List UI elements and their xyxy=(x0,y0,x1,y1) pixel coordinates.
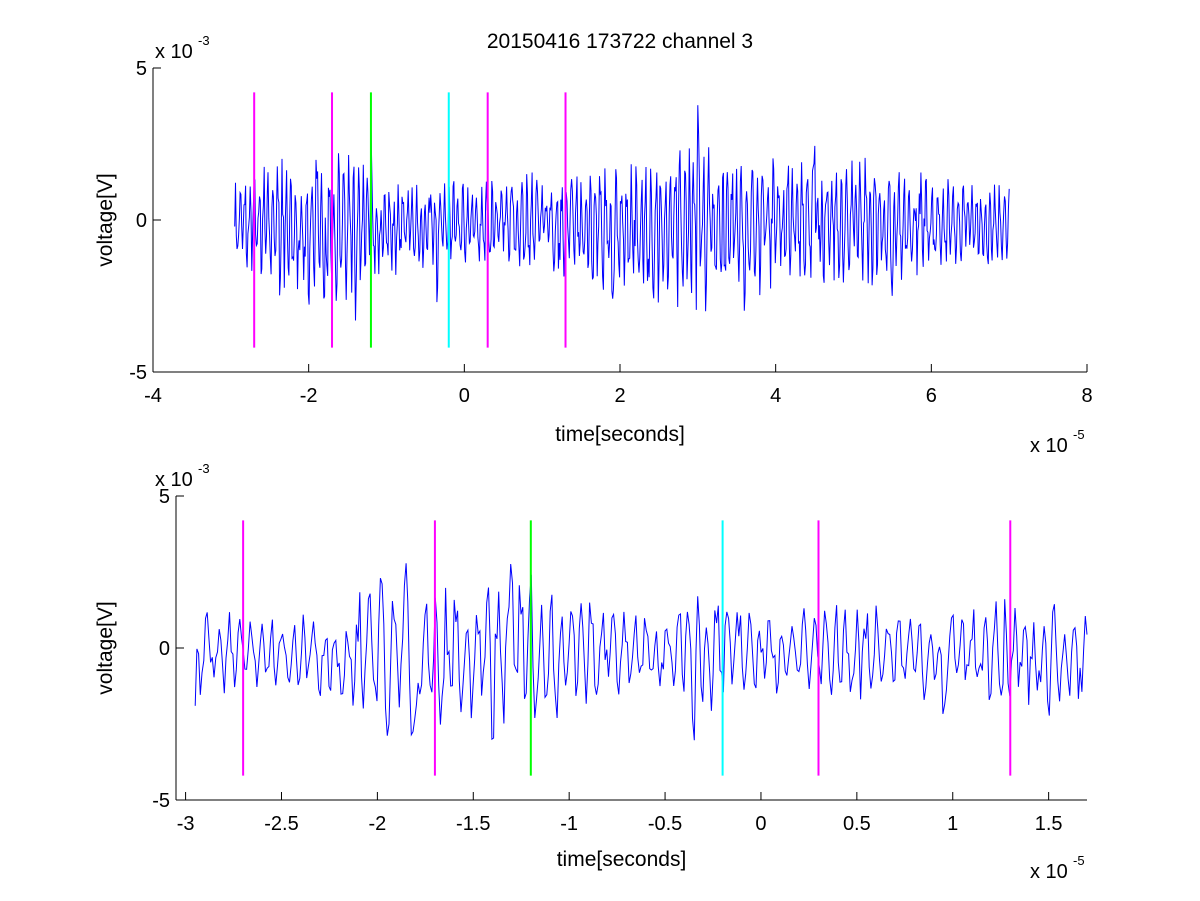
y-tick-label: 0 xyxy=(159,638,170,660)
x-tick-label: 0 xyxy=(755,813,766,835)
x-axis-title: time[seconds] xyxy=(557,848,687,871)
signal-trace xyxy=(234,105,1010,321)
x-tick-label: -2.5 xyxy=(264,813,298,835)
x-tick-label: 0.5 xyxy=(843,813,871,835)
x-tick-label: -3 xyxy=(177,813,195,835)
y-axis-title: voltage[V] xyxy=(94,601,117,694)
x-tick-label: -2 xyxy=(300,385,318,407)
x-tick-label: 4 xyxy=(770,385,781,407)
x-tick-label: 6 xyxy=(926,385,937,407)
x-exponent-label: x 10 xyxy=(1030,435,1068,457)
x-tick-label: 0 xyxy=(459,385,470,407)
figure-title: 20150416 173722 channel 3 xyxy=(487,30,753,53)
y-axis-title: voltage[V] xyxy=(94,173,117,266)
y-tick-label: 5 xyxy=(136,58,147,80)
bottom-axes: -3 -2.5 -2 -1.5 -1 -0.5 0 0.5 1 1.5 -5 0 5 time[secon… xyxy=(94,461,1088,883)
x-tick-label: -0.5 xyxy=(648,813,682,835)
y-tick-label: -5 xyxy=(129,362,147,384)
y-exponent-power: -3 xyxy=(198,461,210,476)
y-exponent-power: -3 xyxy=(198,33,210,48)
x-tick-label: -2 xyxy=(368,813,386,835)
x-exponent-power: -5 xyxy=(1073,427,1085,442)
y-tick-label: -5 xyxy=(152,790,170,812)
y-exponent-label: x 10 xyxy=(155,41,193,63)
x-tick-label: -1.5 xyxy=(456,813,490,835)
top-axes: -4 -2 0 2 4 6 8 -5 0 5 time[seconds] voltage[V] x 10… xyxy=(94,33,1093,457)
y-tick-label: 0 xyxy=(136,210,147,232)
x-axis-title: time[seconds] xyxy=(555,423,685,446)
x-tick-label: -1 xyxy=(560,813,578,835)
x-exponent-power: -5 xyxy=(1073,853,1085,868)
y-tick-label: 5 xyxy=(159,486,170,508)
x-tick-label: 1 xyxy=(947,813,958,835)
x-tick-label: 8 xyxy=(1081,385,1092,407)
x-tick-label: -4 xyxy=(144,385,162,407)
x-tick-label: 1.5 xyxy=(1035,813,1063,835)
x-tick-label: 2 xyxy=(614,385,625,407)
x-exponent-label: x 10 xyxy=(1030,861,1068,883)
y-exponent-label: x 10 xyxy=(155,469,193,491)
signal-trace xyxy=(194,563,1088,741)
